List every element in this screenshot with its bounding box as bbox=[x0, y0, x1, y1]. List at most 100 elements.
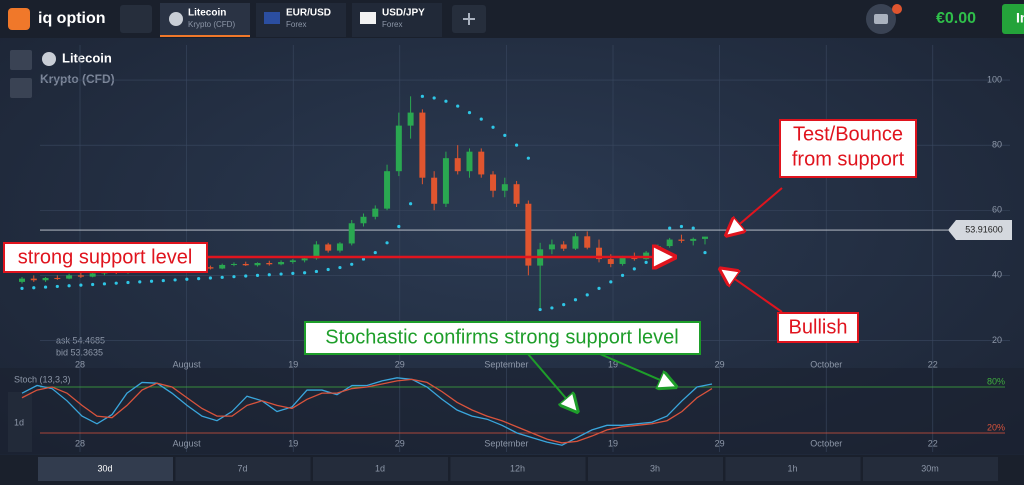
candle-body bbox=[525, 203, 532, 266]
candle-body bbox=[89, 273, 96, 277]
tab-title: USD/JPY bbox=[382, 8, 425, 19]
sar-dot bbox=[573, 298, 578, 302]
sar-dot bbox=[585, 293, 589, 297]
timeframe-button[interactable] bbox=[450, 457, 586, 481]
sar-dot bbox=[79, 283, 83, 287]
timeframe-button[interactable] bbox=[175, 457, 311, 481]
x-tick-label: 22 bbox=[928, 438, 938, 448]
sar-dot bbox=[303, 271, 307, 275]
sar-dot bbox=[326, 267, 330, 272]
candle-body bbox=[278, 262, 285, 265]
asset-icon bbox=[42, 52, 56, 66]
sar-dot bbox=[491, 125, 495, 129]
timeframe-button[interactable] bbox=[863, 457, 998, 481]
x-tick-label: 28 bbox=[75, 438, 85, 448]
candle-body bbox=[207, 267, 214, 269]
candle-body bbox=[384, 171, 391, 209]
candle-body bbox=[266, 262, 273, 265]
candle-body bbox=[548, 244, 555, 250]
candle-body bbox=[466, 151, 473, 172]
level-label: 80% bbox=[987, 376, 1005, 386]
annotation-box bbox=[777, 312, 859, 343]
x-tick-label: 19 bbox=[288, 438, 298, 448]
timeframe-button[interactable] bbox=[725, 457, 861, 481]
candle-body bbox=[42, 277, 49, 281]
sar-dot bbox=[255, 273, 260, 277]
x-tick-label: 19 bbox=[608, 438, 618, 448]
timeframe-button[interactable] bbox=[313, 457, 448, 481]
stochastic-panel bbox=[0, 368, 1024, 454]
candle-body bbox=[596, 247, 603, 260]
sar-dot bbox=[291, 271, 295, 276]
tab-title: EUR/USD bbox=[286, 8, 331, 19]
tool-button[interactable] bbox=[10, 50, 32, 70]
x-tick-label: 29 bbox=[395, 359, 405, 369]
x-tick-label: 29 bbox=[395, 438, 405, 448]
sar-dot bbox=[409, 202, 413, 206]
sar-dot bbox=[244, 274, 248, 278]
sar-dot bbox=[32, 286, 36, 290]
asset-name[interactable]: Litecoin bbox=[62, 50, 112, 65]
bounce-arrow bbox=[728, 187, 783, 234]
candle-body bbox=[360, 216, 367, 224]
candle-body bbox=[242, 263, 249, 266]
sar-dot bbox=[514, 143, 519, 147]
tool-button[interactable] bbox=[10, 78, 32, 98]
timeframe-button[interactable] bbox=[38, 457, 173, 481]
y-tick-label: 60 bbox=[992, 205, 1002, 215]
sar-dot bbox=[503, 133, 507, 137]
logo-icon bbox=[8, 8, 30, 30]
timeframe-button[interactable] bbox=[588, 457, 723, 481]
candle-body bbox=[666, 239, 673, 247]
candle-body bbox=[572, 236, 579, 249]
candle-body bbox=[77, 275, 84, 277]
bid-price: bid 53.3635 bbox=[56, 347, 103, 357]
sar-dot bbox=[479, 117, 483, 121]
sar-dot bbox=[20, 286, 24, 290]
candle-body bbox=[219, 264, 226, 269]
timeframe-label: 30m bbox=[921, 463, 939, 473]
sar-dot bbox=[620, 273, 625, 277]
candle-body bbox=[230, 263, 237, 265]
candle-body bbox=[501, 184, 508, 191]
sar-dot bbox=[432, 96, 436, 100]
annotation-text: Bullish bbox=[789, 316, 848, 338]
candle-body bbox=[348, 223, 355, 244]
y-tick-label: 80 bbox=[992, 140, 1002, 150]
sar-dot bbox=[609, 280, 613, 284]
deposit-button[interactable] bbox=[1002, 4, 1024, 34]
sar-dot bbox=[197, 277, 201, 281]
candle-body bbox=[313, 244, 320, 259]
annotation-text: Stochastic confirms strong support level bbox=[325, 326, 679, 348]
candle-body bbox=[19, 278, 25, 282]
stoch-arrow bbox=[599, 353, 674, 386]
x-tick-label: August bbox=[173, 438, 202, 448]
sar-dot bbox=[91, 282, 95, 287]
sar-dot bbox=[373, 250, 377, 255]
level-label: 20% bbox=[987, 422, 1005, 432]
grid-button[interactable] bbox=[120, 5, 152, 33]
x-tick-label: September bbox=[484, 359, 528, 369]
plus-icon bbox=[463, 13, 475, 25]
balance: €0.00 bbox=[936, 10, 976, 27]
timeframe-label: 3h bbox=[650, 463, 660, 473]
timeframe-label: 1h bbox=[787, 463, 797, 473]
sar-dot bbox=[102, 282, 107, 286]
candle-body bbox=[254, 262, 261, 266]
candle-body bbox=[407, 112, 414, 126]
candle-body bbox=[372, 208, 379, 217]
sar-dot bbox=[361, 257, 366, 261]
annotation-box bbox=[304, 321, 701, 355]
sar-dot bbox=[173, 278, 177, 282]
sar-dot bbox=[314, 269, 318, 274]
sar-dot bbox=[220, 275, 224, 279]
sar-dot bbox=[538, 307, 542, 312]
sar-dot bbox=[691, 226, 695, 230]
x-tick-label: 22 bbox=[928, 359, 938, 369]
bullish-arrow bbox=[722, 270, 783, 313]
x-tick-label: September bbox=[484, 438, 528, 448]
stoch-arrow bbox=[527, 353, 576, 410]
deposit-label: In bbox=[1016, 10, 1024, 26]
annotation-box bbox=[779, 119, 917, 178]
